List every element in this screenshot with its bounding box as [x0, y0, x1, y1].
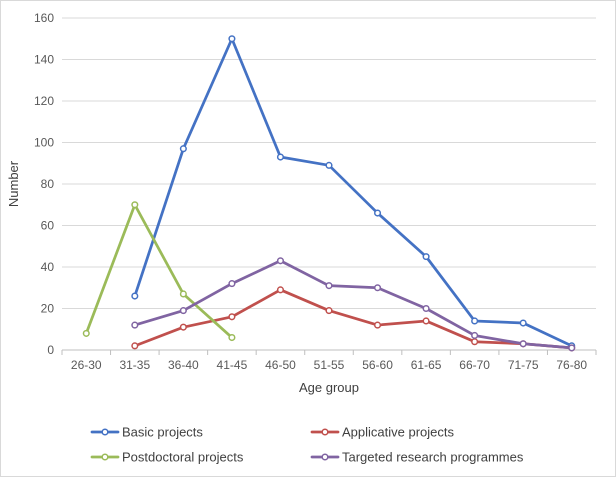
- y-tick-label: 120: [34, 94, 54, 108]
- legend-label: Applicative projects: [342, 425, 454, 440]
- x-tick-labels: 26-30 31-35 36-40 41-45 46-50 51-55 56-60 61-65…: [61, 350, 597, 372]
- series-line: [133, 37, 574, 348]
- data-point: [228, 280, 236, 288]
- y-tick-label: 160: [34, 11, 54, 25]
- data-point: [471, 338, 479, 346]
- data-point: [519, 319, 527, 327]
- legend-item: Basic projects: [90, 425, 203, 440]
- data-point: [471, 317, 479, 325]
- legend-label: Basic projects: [122, 425, 203, 440]
- data-point: [228, 334, 236, 342]
- y-tick-label: 100: [34, 136, 54, 150]
- gridlines: [62, 17, 596, 351]
- x-axis-title: Age group: [299, 380, 359, 395]
- data-point: [422, 317, 430, 325]
- data-point: [276, 153, 285, 161]
- data-point: [373, 209, 382, 217]
- data-point: [422, 253, 430, 261]
- data-point: [276, 257, 285, 265]
- series-0: [131, 35, 576, 350]
- legend: Basic projects Applicative projects Postdo…: [90, 425, 524, 465]
- x-tick-label: 51-55: [314, 358, 345, 372]
- y-tick-label: 40: [41, 260, 55, 274]
- x-tick-label: 46-50: [265, 358, 296, 372]
- data-point: [179, 307, 187, 315]
- data-point: [568, 344, 576, 352]
- data-point: [131, 292, 139, 300]
- legend-marker: [101, 428, 109, 436]
- data-point: [325, 307, 333, 315]
- x-tick-label: 56-60: [362, 358, 393, 372]
- x-tick-label: 61-65: [411, 358, 442, 372]
- x-tick-label: 36-40: [168, 358, 199, 372]
- legend-marker: [101, 453, 109, 461]
- legend-marker: [321, 453, 329, 461]
- y-tick-labels: 0 20 40 60 80 100 120 140 160: [34, 11, 54, 357]
- x-tick-label: 76-80: [556, 358, 587, 372]
- x-tick-label: 26-30: [71, 358, 102, 372]
- data-point: [373, 321, 382, 329]
- series-line: [133, 259, 574, 350]
- legend-item: Targeted research programmes: [310, 450, 524, 465]
- series-3: [131, 257, 576, 352]
- data-point: [519, 340, 527, 348]
- data-point: [325, 282, 333, 290]
- data-point: [422, 304, 430, 313]
- data-point: [373, 284, 382, 292]
- y-tick-label: 60: [41, 219, 55, 233]
- series-2: [82, 201, 236, 342]
- legend-item: Applicative projects: [310, 425, 454, 440]
- legend-label: Targeted research programmes: [342, 450, 524, 465]
- data-point: [228, 313, 236, 321]
- data-point: [228, 35, 236, 43]
- data-point: [276, 286, 285, 294]
- legend-marker: [321, 428, 329, 436]
- data-point: [471, 331, 479, 340]
- data-point: [82, 329, 90, 337]
- x-tick-label: 66-70: [459, 358, 490, 372]
- x-tick-label: 41-45: [217, 358, 248, 372]
- data-point: [131, 342, 139, 350]
- data-point: [179, 323, 187, 331]
- x-tick-label: 71-75: [508, 358, 539, 372]
- data-point: [179, 290, 187, 298]
- legend-label: Postdoctoral projects: [122, 450, 244, 465]
- data-point: [131, 201, 139, 209]
- y-tick-label: 140: [34, 53, 54, 67]
- y-tick-label: 20: [41, 302, 55, 316]
- legend-item: Postdoctoral projects: [90, 450, 244, 465]
- y-tick-label: 80: [41, 177, 55, 191]
- series-line: [84, 203, 234, 339]
- data-point: [179, 145, 187, 153]
- y-axis-title: Number: [6, 160, 21, 207]
- series-line: [133, 288, 574, 350]
- series-group: [82, 35, 576, 352]
- x-tick-label: 31-35: [119, 358, 150, 372]
- data-point: [131, 321, 139, 329]
- data-point: [325, 161, 333, 169]
- y-tick-label: 0: [47, 343, 54, 357]
